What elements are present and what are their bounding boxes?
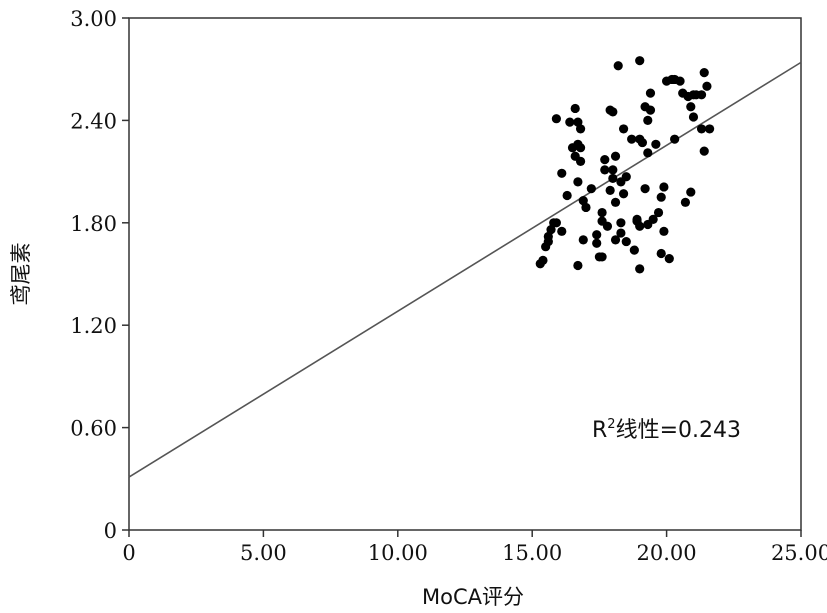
y-axis-ticks: 0 0.60 1.20 1.80 2.40 3.00 [70,7,129,543]
x-axis-ticks: 0 5.00 10.00 15.00 20.00 25.00 [122,530,827,565]
data-point-74 [659,182,669,192]
data-point-73 [656,248,666,259]
data-point-53 [627,134,637,144]
data-point-25 [578,235,588,245]
data-point-36 [602,221,613,231]
data-point-69 [648,214,658,224]
data-point-23 [575,156,586,166]
data-point-9 [551,114,561,124]
r-squared-base: R [592,418,607,443]
data-point-77 [664,254,674,264]
data-point-85 [686,102,696,112]
data-point-48 [616,228,626,238]
data-point-49 [618,124,629,134]
x-tick-label-1: 5.00 [240,541,287,565]
x-axis-title: MoCA评分 [422,585,524,609]
data-point-95 [705,124,715,134]
data-point-57 [635,56,645,66]
r-squared-annotation: R2线性=0.243 [592,417,741,443]
data-point-31 [597,207,607,218]
data-point-43 [610,197,621,207]
data-point-42 [610,151,621,161]
data-point-21 [575,124,586,134]
data-point-93 [699,146,709,156]
r-squared-superscript: 2 [607,417,615,432]
y-tick-label-4: 2.40 [70,109,117,133]
data-point-59 [635,221,645,231]
data-point-70 [651,139,661,149]
data-point-72 [656,192,666,202]
data-point-54 [629,245,639,255]
data-point-41 [608,173,618,184]
data-point-52 [621,236,631,247]
x-tick-label-5: 25.00 [771,541,827,565]
data-point-63 [640,184,650,194]
data-point-22 [575,143,586,153]
data-point-29 [592,238,602,248]
data-point-44 [610,235,621,245]
data-point-11 [557,168,567,178]
data-point-88 [688,112,699,122]
y-tick-label-2: 1.20 [70,314,117,338]
data-point-91 [696,124,707,134]
data-point-40 [608,165,618,175]
x-tick-label-3: 15.00 [502,541,562,565]
data-point-26 [581,202,591,213]
data-point-81 [675,76,685,86]
x-tick-label-4: 20.00 [637,541,697,565]
data-point-50 [618,189,629,199]
y-tick-label-3: 1.80 [70,212,117,236]
data-point-51 [621,172,631,182]
data-point-64 [643,115,653,125]
data-point-8 [551,218,561,228]
data-point-27 [586,184,596,194]
data-point-68 [645,105,656,115]
data-point-2 [538,255,548,265]
y-tick-label-5: 3.00 [70,7,117,31]
plot-frame [128,17,802,531]
data-point-61 [637,137,648,148]
data-point-71 [653,207,664,218]
data-point-39 [608,107,618,117]
data-point-94 [702,81,712,91]
data-point-28 [592,230,602,240]
data-point-67 [645,88,656,98]
data-point-34 [600,155,610,165]
data-point-47 [616,218,626,228]
data-point-65 [643,148,653,158]
x-tick-label-0: 0 [122,541,135,565]
data-point-13 [565,117,575,127]
data-point-20 [573,260,583,271]
data-point-16 [570,103,580,114]
data-points [535,56,715,274]
regression-line [128,61,802,478]
data-point-33 [597,252,607,262]
data-point-38 [605,185,615,195]
y-tick-label-1: 0.60 [70,417,117,441]
data-point-60 [635,264,645,274]
r-squared-value: 线性=0.243 [616,418,741,443]
data-point-75 [659,226,669,236]
data-point-83 [680,197,691,207]
data-point-10 [557,226,567,236]
data-point-19 [573,177,583,187]
data-point-86 [686,187,696,197]
data-point-45 [613,61,623,71]
data-point-92 [699,68,709,78]
data-point-80 [670,134,680,144]
data-point-35 [600,165,610,175]
x-tick-label-2: 10.00 [368,541,428,565]
data-point-90 [696,90,707,100]
data-point-12 [562,190,572,201]
y-tick-label-0: 0 [104,519,117,543]
y-axis-title: 鸢尾素 [9,243,33,306]
